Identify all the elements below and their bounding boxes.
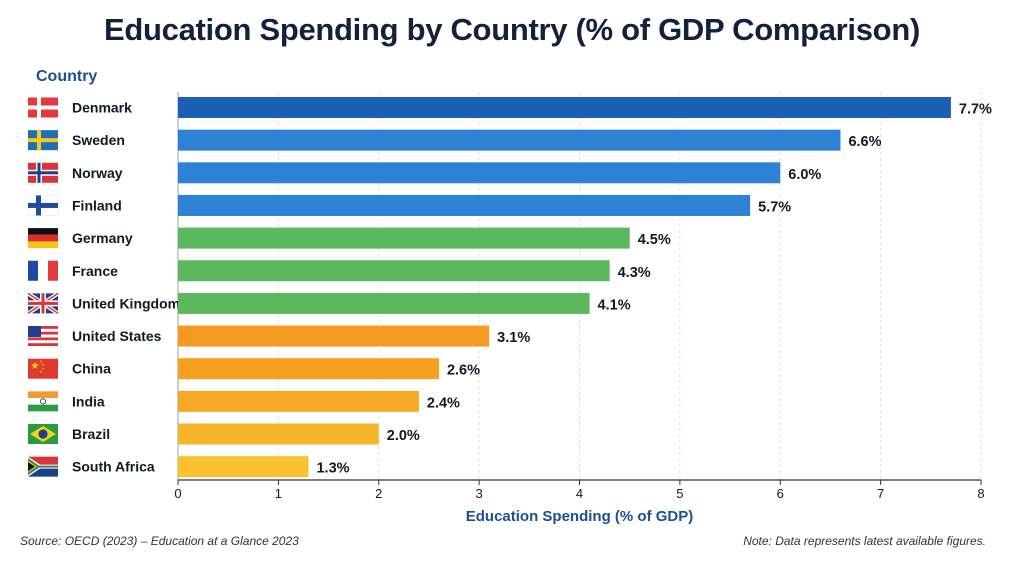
chart-title: Education Spending by Country (% of GDP … — [104, 12, 920, 47]
france-flag-icon — [28, 260, 58, 281]
x-tick-label: 8 — [977, 486, 984, 501]
bar-south-africa — [178, 456, 309, 478]
category-label-brazil: Brazil — [72, 426, 110, 442]
value-label-brazil: 2.0% — [387, 428, 420, 444]
source-note: Source: OECD (2023) – Education at a Gla… — [20, 534, 299, 548]
sweden-flag-icon — [28, 130, 58, 151]
bar-denmark — [178, 97, 951, 118]
india-flag-icon — [28, 391, 58, 412]
value-label-finland: 5.7% — [758, 199, 791, 215]
value-label-united-kingdom: 4.1% — [598, 297, 631, 313]
bar-sweden — [178, 129, 841, 151]
x-tick-label: 5 — [676, 486, 683, 501]
value-label-denmark: 7.7% — [959, 102, 992, 118]
x-tick-label: 2 — [375, 486, 382, 501]
value-label-france: 4.3% — [618, 265, 651, 281]
bar-norway — [178, 162, 781, 184]
x-tick-label: 0 — [174, 486, 181, 501]
value-label-sweden: 6.6% — [848, 134, 881, 150]
uk-flag-icon — [26, 291, 60, 316]
finland-flag-icon — [27, 195, 59, 216]
value-label-united-states: 3.1% — [497, 330, 530, 346]
x-tick-label: 1 — [275, 486, 282, 501]
germany-flag-icon — [28, 228, 58, 249]
x-axis-title: Education Spending (% of GDP) — [465, 508, 694, 525]
bar-brazil — [178, 423, 379, 445]
category-label-united-kingdom: United Kingdom — [72, 295, 180, 311]
data-note: Note: Data represents latest available f… — [743, 534, 986, 548]
bar-germany — [178, 227, 630, 249]
bar-united-states — [178, 325, 490, 347]
norway-flag-icon — [28, 162, 58, 183]
value-label-norway: 6.0% — [788, 167, 821, 183]
category-label-finland: Finland — [72, 197, 122, 213]
south-africa-flag-icon — [28, 456, 58, 477]
x-tick-label: 7 — [877, 486, 884, 501]
bar-china — [178, 358, 439, 380]
x-tick-label: 3 — [476, 486, 483, 501]
category-label-germany: Germany — [72, 230, 133, 246]
bar-india — [178, 390, 419, 412]
category-label-india: India — [72, 393, 105, 409]
category-label-denmark: Denmark — [72, 100, 132, 116]
category-label-france: France — [72, 263, 118, 279]
y-axis-title: Country — [36, 68, 98, 85]
category-label-norway: Norway — [72, 165, 123, 181]
category-label-united-states: United States — [72, 328, 162, 344]
value-label-germany: 4.5% — [638, 232, 671, 248]
category-label-sweden: Sweden — [72, 132, 125, 148]
bar-finland — [178, 194, 751, 216]
usa-flag-icon — [28, 326, 58, 347]
denmark-flag-icon — [28, 97, 58, 118]
value-label-south-africa: 1.3% — [316, 461, 349, 477]
value-label-india: 2.4% — [427, 395, 460, 411]
bar-united-kingdom — [178, 292, 590, 314]
category-label-china: China — [72, 361, 111, 377]
x-tick-label: 6 — [777, 486, 784, 501]
x-tick-label: 4 — [576, 486, 583, 501]
bar-france — [178, 260, 610, 282]
category-label-south-africa: South Africa — [72, 459, 155, 475]
value-label-china: 2.6% — [447, 363, 480, 379]
china-flag-icon — [28, 358, 58, 379]
brazil-flag-icon — [28, 424, 58, 444]
